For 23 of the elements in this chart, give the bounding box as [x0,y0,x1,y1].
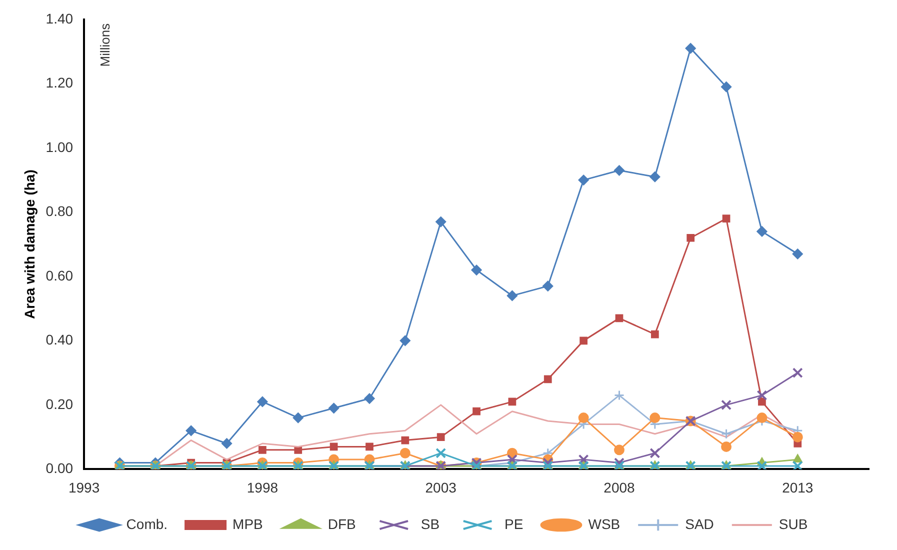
legend-label: MPB [232,516,263,532]
legend-label: PE [504,516,524,532]
x-tick-label: 2003 [425,479,457,496]
y-tick-label: 0.60 [46,267,74,284]
y-tick-label: 1.40 [46,10,74,26]
x-tick-label: 2008 [604,479,636,496]
legend-label: SB [420,516,440,532]
legend-label: Comb. [126,516,168,532]
x-tick-label: 2013 [782,479,814,496]
legend-label: WSB [588,516,620,532]
legend-label: SAD [685,516,714,532]
y-tick-label: 0.80 [46,203,74,220]
y-tick-label: 0.40 [46,332,74,348]
x-tick-label: 1998 [246,479,278,496]
y-tick-label: 0.20 [46,396,74,412]
y-tick-label: 1.20 [46,74,74,91]
legend-label: SUB [778,516,808,532]
annotation: Millions [98,22,113,67]
legend-label: DFB [328,516,356,532]
y-tick-label: 0.00 [46,460,74,476]
y-tick-label: 1.00 [46,138,74,155]
x-tick-label: 1993 [68,479,100,496]
y-axis-title: Area with damage (ha) [21,170,38,319]
